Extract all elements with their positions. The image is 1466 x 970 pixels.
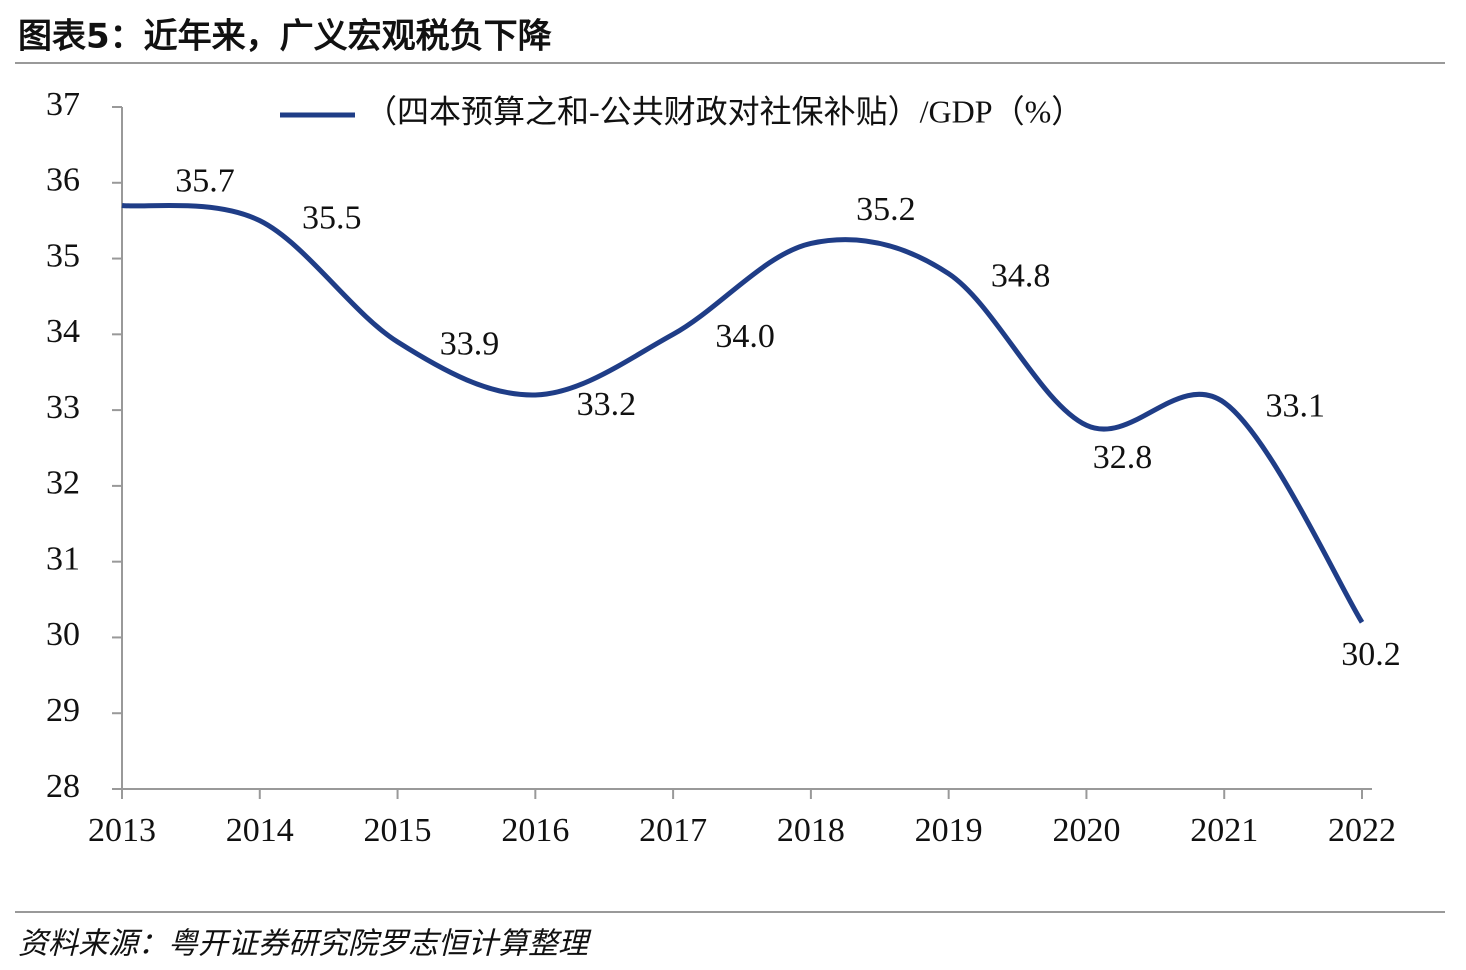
- source-note: 资料来源：粤开证券研究院罗志恒计算整理: [18, 927, 592, 962]
- x-tick-label: 2014: [226, 812, 294, 849]
- x-tick-label: 2021: [1190, 812, 1258, 849]
- y-tick-label: 31: [46, 540, 80, 577]
- legend-label: （四本预算之和-公共财政对社保补贴）/GDP（%）: [365, 93, 1083, 129]
- x-tick-label: 2017: [639, 812, 707, 849]
- data-label: 35.7: [175, 162, 235, 199]
- data-label: 30.2: [1341, 636, 1401, 673]
- data-label: 34.0: [715, 318, 775, 355]
- x-tick-label: 2015: [364, 812, 432, 849]
- x-tick-label: 2016: [501, 812, 569, 849]
- x-tick-label: 2020: [1052, 812, 1120, 849]
- y-tick-label: 34: [46, 313, 80, 350]
- series-line: [121, 202, 1365, 624]
- y-tick-label: 33: [46, 389, 80, 426]
- data-label: 34.8: [991, 258, 1051, 295]
- chart-title: 图表5：近年来，广义宏观税负下降: [18, 17, 553, 57]
- y-tick-label: 32: [46, 465, 80, 502]
- x-tick-label: 2018: [777, 812, 845, 849]
- data-label: 35.2: [856, 191, 916, 228]
- y-tick-label: 28: [46, 768, 80, 805]
- data-label: 32.8: [1093, 439, 1153, 476]
- x-tick-label: 2019: [915, 812, 983, 849]
- data-label: 35.5: [302, 199, 362, 236]
- y-tick-label: 35: [46, 237, 80, 274]
- y-tick-label: 37: [46, 86, 80, 123]
- y-tick-label: 36: [46, 162, 80, 199]
- data-label: 33.2: [577, 386, 637, 423]
- data-label: 33.1: [1265, 387, 1325, 424]
- y-tick-label: 29: [46, 692, 80, 729]
- data-label: 33.9: [440, 326, 500, 363]
- x-tick-label: 2022: [1328, 812, 1396, 849]
- y-tick-label: 30: [46, 616, 80, 653]
- x-tick-label: 2013: [88, 812, 156, 849]
